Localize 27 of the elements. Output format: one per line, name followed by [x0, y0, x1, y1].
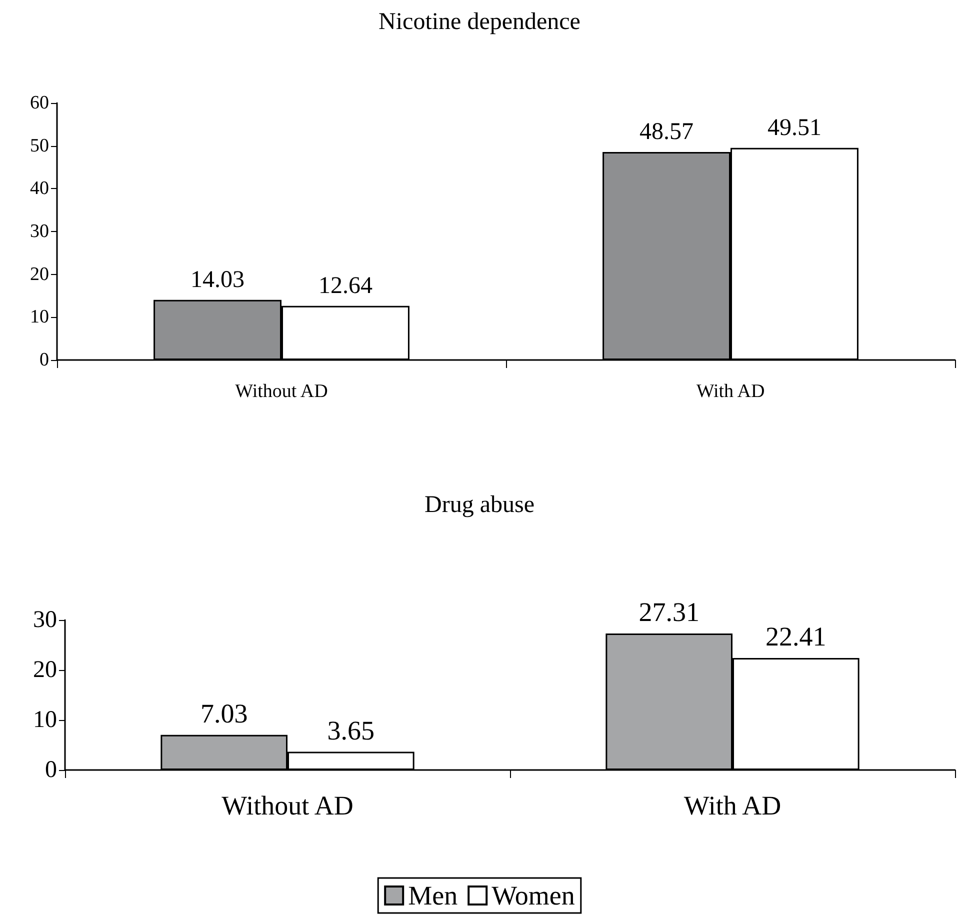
- y-tick-label: 60: [30, 92, 49, 114]
- chart-title: Nicotine dependence: [378, 9, 580, 35]
- y-tick-label: 30: [30, 221, 49, 242]
- data-label: 12.64: [318, 272, 372, 299]
- y-tick-label: 10: [33, 707, 57, 733]
- x-tick-label: With AD: [696, 381, 765, 402]
- y-tick-label: 10: [30, 306, 49, 328]
- data-label: 3.65: [327, 715, 375, 746]
- legend-label: Women: [492, 880, 576, 910]
- y-tick-label: 0: [40, 350, 49, 370]
- y-tick-label: 50: [30, 135, 49, 156]
- legend-label: Men: [408, 880, 458, 910]
- y-tick-label: 30: [33, 607, 57, 633]
- chart-title: Drug abuse: [424, 492, 534, 518]
- y-tick-label: 0: [45, 757, 57, 783]
- x-tick-label: With AD: [684, 790, 782, 820]
- data-label: 7.03: [200, 698, 248, 728]
- y-tick-label: 20: [33, 657, 57, 683]
- x-tick-label: Without AD: [222, 790, 354, 820]
- data-label: 49.51: [767, 114, 822, 141]
- y-tick-label: 20: [30, 264, 49, 285]
- data-label: 14.03: [190, 266, 245, 293]
- data-label: 48.57: [640, 118, 694, 145]
- y-tick-label: 40: [30, 178, 49, 200]
- x-tick-label: Without AD: [235, 381, 328, 402]
- data-label: 27.31: [638, 596, 700, 627]
- data-label: 22.41: [766, 621, 826, 652]
